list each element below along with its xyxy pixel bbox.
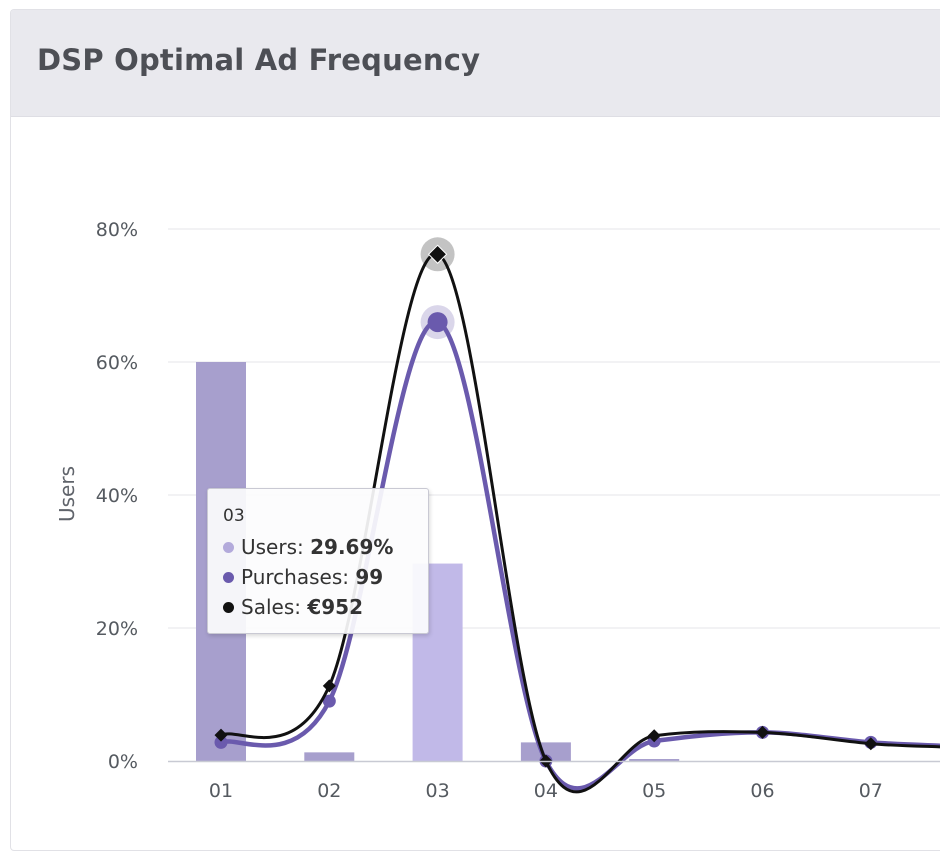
sales-point[interactable] bbox=[427, 244, 448, 264]
y-tick-label: 20% bbox=[96, 618, 138, 640]
tooltip-value-purchases: 99 bbox=[355, 565, 384, 589]
tooltip-value-users: 29.69% bbox=[310, 535, 394, 559]
chart-title: DSP Optimal Ad Frequency bbox=[37, 43, 481, 77]
y-tick-label: 80% bbox=[96, 219, 138, 241]
sales-line bbox=[220, 252, 940, 794]
tooltip-label-sales: Sales bbox=[241, 595, 295, 619]
purchases-dot-icon bbox=[223, 572, 234, 583]
users-dot-icon bbox=[223, 542, 234, 553]
purchases-point[interactable] bbox=[427, 312, 448, 333]
tooltip-label-users: Users bbox=[241, 535, 298, 559]
sales-point[interactable] bbox=[756, 725, 769, 739]
sales-point[interactable] bbox=[647, 729, 661, 743]
users-bars bbox=[196, 362, 680, 761]
x-tick-label: 01 bbox=[209, 780, 233, 802]
tooltip: 03 Users: 29.69% Purchases: 99 Sales: €9… bbox=[207, 488, 429, 634]
tooltip-header: 03 bbox=[223, 506, 245, 526]
tooltip-row-sales: Sales: €952 bbox=[223, 592, 428, 622]
tooltip-label-purchases: Purchases bbox=[241, 565, 343, 589]
x-tick-label: 07 bbox=[859, 780, 883, 802]
series-lines bbox=[214, 237, 940, 794]
sales-point[interactable] bbox=[214, 728, 228, 742]
card-header: DSP Optimal Ad Frequency bbox=[11, 10, 940, 117]
purchases-point[interactable] bbox=[322, 694, 336, 708]
tooltip-value-sales: €952 bbox=[307, 595, 364, 619]
x-tick-label: 04 bbox=[534, 780, 558, 802]
tooltip-row-purchases: Purchases: 99 bbox=[223, 562, 428, 592]
y-tick-label: 60% bbox=[96, 352, 138, 374]
tooltip-sep: : bbox=[342, 565, 356, 589]
y-tick-label: 40% bbox=[96, 485, 138, 507]
y-axis-title: Users bbox=[55, 466, 79, 522]
users-bar[interactable] bbox=[304, 752, 355, 761]
sales-dot-icon bbox=[223, 602, 234, 613]
tooltip-sep: : bbox=[294, 595, 308, 619]
users-bar[interactable] bbox=[520, 742, 571, 761]
tooltip-row-users: Users: 29.69% bbox=[223, 532, 428, 562]
users-bar[interactable] bbox=[629, 759, 680, 761]
sales-point[interactable] bbox=[864, 737, 878, 751]
sales-point[interactable] bbox=[322, 679, 336, 693]
tooltip-sep: : bbox=[297, 535, 311, 559]
x-tick-label: 03 bbox=[426, 780, 450, 802]
x-tick-label: 05 bbox=[642, 780, 666, 802]
axes: 0% 20% 40% 60% 80% Users 01 02 03 04 05 06 07 bbox=[55, 219, 940, 802]
x-tick-label: 02 bbox=[317, 780, 341, 802]
x-tick-label: 06 bbox=[750, 780, 774, 802]
purchases-point[interactable] bbox=[214, 735, 228, 749]
y-tick-label: 0% bbox=[108, 751, 138, 773]
chart-card: DSP Optimal Ad Frequency bbox=[10, 9, 940, 851]
